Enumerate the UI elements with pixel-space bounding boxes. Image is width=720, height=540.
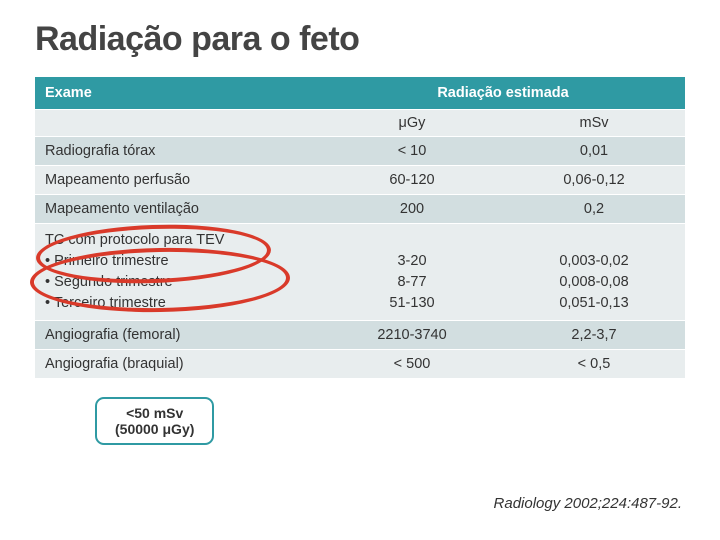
cell-ugy: 60-120 xyxy=(321,166,503,195)
footnote-box: <50 mSv (50000 μGy) xyxy=(95,397,214,445)
subheader-ugy: μGy xyxy=(321,110,503,137)
table-row: Angiografia (femoral) 2210-3740 2,2-3,7 xyxy=(35,321,685,350)
radiation-table: Exame Radiação estimada μGy mSv Radiogra… xyxy=(35,77,685,379)
table-row: Radiografia tórax < 10 0,01 xyxy=(35,137,685,166)
cell-exam: TC com protocolo para TEV • Primeiro tri… xyxy=(35,224,321,321)
cell-exam: Radiografia tórax xyxy=(35,137,321,166)
cell-msv: 0,01 xyxy=(503,137,685,166)
cell-msv: < 0,5 xyxy=(503,350,685,379)
footnote-line2: (50000 μGy) xyxy=(115,421,194,437)
cell-ugy: < 500 xyxy=(321,350,503,379)
table-row: TC com protocolo para TEV • Primeiro tri… xyxy=(35,224,685,321)
cell-ugy: 200 xyxy=(321,195,503,224)
cell-msv: 2,2-3,7 xyxy=(503,321,685,350)
col-estimated: Radiação estimada xyxy=(321,77,685,110)
page-title: Radiação para o feto xyxy=(35,20,685,59)
citation: Radiology 2002;224:487-92. xyxy=(494,495,682,512)
table-header-row: Exame Radiação estimada xyxy=(35,77,685,110)
subheader-blank xyxy=(35,110,321,137)
cell-exam: Mapeamento perfusão xyxy=(35,166,321,195)
table-row: Angiografia (braquial) < 500 < 0,5 xyxy=(35,350,685,379)
cell-ugy: 2210-3740 xyxy=(321,321,503,350)
cell-exam: Angiografia (braquial) xyxy=(35,350,321,379)
cell-ugy: < 10 xyxy=(321,137,503,166)
col-exam: Exame xyxy=(35,77,321,110)
cell-exam: Mapeamento ventilação xyxy=(35,195,321,224)
table-subheader-row: μGy mSv xyxy=(35,110,685,137)
cell-msv: 0,2 xyxy=(503,195,685,224)
cell-msv: 0,06-0,12 xyxy=(503,166,685,195)
subheader-msv: mSv xyxy=(503,110,685,137)
table-row: Mapeamento perfusão 60-120 0,06-0,12 xyxy=(35,166,685,195)
table-row: Mapeamento ventilação 200 0,2 xyxy=(35,195,685,224)
footnote-line1: <50 mSv xyxy=(115,405,194,421)
table-body: Radiografia tórax < 10 0,01 Mapeamento p… xyxy=(35,137,685,379)
cell-msv: 0,003-0,02 0,008-0,08 0,051-0,13 xyxy=(503,224,685,321)
cell-ugy: 3-20 8-77 51-130 xyxy=(321,224,503,321)
cell-exam: Angiografia (femoral) xyxy=(35,321,321,350)
